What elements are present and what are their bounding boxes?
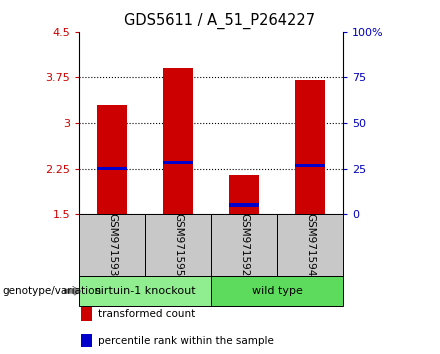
Text: GSM971594: GSM971594 [305, 213, 315, 277]
Text: GSM971592: GSM971592 [239, 213, 249, 277]
Text: percentile rank within the sample: percentile rank within the sample [98, 336, 274, 346]
Text: transformed count: transformed count [98, 309, 195, 319]
Bar [97, 105, 127, 214]
Text: GSM971593: GSM971593 [107, 213, 117, 277]
Bar [229, 204, 259, 207]
Text: wild type: wild type [252, 286, 303, 296]
Bar [163, 68, 193, 214]
Text: GSM971595: GSM971595 [173, 213, 183, 277]
Bar [295, 164, 325, 167]
Bar [163, 161, 193, 164]
Text: sirtuin-1 knockout: sirtuin-1 knockout [95, 286, 195, 296]
Bar [229, 175, 259, 214]
Text: GDS5611 / A_51_P264227: GDS5611 / A_51_P264227 [125, 12, 315, 29]
Bar [97, 167, 127, 170]
Text: genotype/variation: genotype/variation [2, 286, 101, 296]
Bar [295, 80, 325, 214]
